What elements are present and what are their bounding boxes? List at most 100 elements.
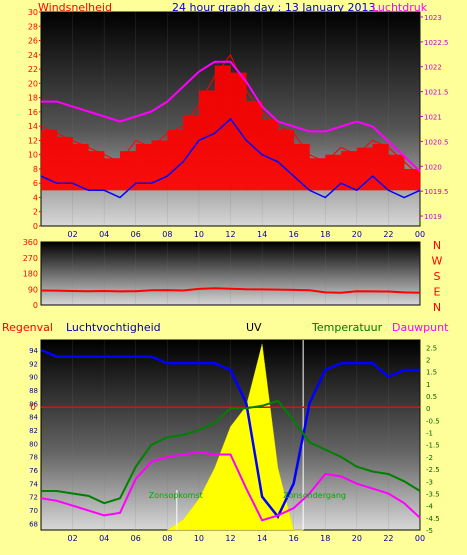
temperature-axis-tick: -0.5 xyxy=(426,417,440,425)
humidity-axis-tick: 82 xyxy=(29,427,38,435)
temperature-axis-tick: 0 xyxy=(426,405,430,413)
time-tick-label: 22 xyxy=(383,534,393,543)
humidity-axis-tick: 72 xyxy=(29,494,38,502)
direction-axis-tick: 90 xyxy=(28,285,38,294)
wind-speed-bar xyxy=(183,115,200,191)
humidity-axis-tick: 92 xyxy=(29,360,38,368)
time-tick-label: 10 xyxy=(194,230,204,239)
compass-label: N xyxy=(433,239,441,252)
time-tick-label: 02 xyxy=(67,534,77,543)
time-tick-label: 06 xyxy=(131,230,141,239)
time-tick-label: 00 xyxy=(415,230,425,239)
pressure-axis-tick: 1019 xyxy=(424,213,442,221)
wind-speed-bar xyxy=(104,158,121,191)
wind-axis-tick: 12 xyxy=(28,136,38,145)
temperature-axis-tick: -2.5 xyxy=(426,466,440,474)
wind-axis-tick: 10 xyxy=(28,151,38,160)
temperature-line xyxy=(41,399,421,505)
uv-area xyxy=(166,344,304,531)
direction-axis-tick: 0 xyxy=(33,301,38,310)
pressure-axis-tick: 1022.5 xyxy=(424,39,449,47)
pressure-axis-tick: 1019.5 xyxy=(424,188,449,196)
temperature-axis-tick: 1.5 xyxy=(426,369,437,377)
humidity-axis-tick: 78 xyxy=(29,454,38,462)
wind-speed-bar xyxy=(325,154,342,191)
pressure-axis-tick: 1023 xyxy=(424,14,442,22)
humidity-axis-tick: 80 xyxy=(29,440,38,448)
time-tick-label: 12 xyxy=(225,534,235,543)
wind-axis-tick: 28 xyxy=(28,22,38,31)
pressure-axis-tick: 1020.5 xyxy=(424,138,449,146)
temperature-axis-tick: -2 xyxy=(426,454,433,462)
humidity-axis-tick: 68 xyxy=(29,520,38,528)
wind-axis-tick: 16 xyxy=(28,108,38,117)
pressure-axis-tick: 1022 xyxy=(424,64,442,72)
wind-axis-tick: 24 xyxy=(28,51,38,60)
wind-speed-bar xyxy=(41,129,58,191)
wind-axis-tick: 14 xyxy=(28,122,38,131)
humidity-axis-tick: 86 xyxy=(29,400,38,408)
wind-speed-bar xyxy=(214,65,231,191)
wind-axis-tick: 30 xyxy=(28,8,38,17)
time-tick-label: 14 xyxy=(257,534,267,543)
time-tick-label: 16 xyxy=(289,534,299,543)
wind-speed-line xyxy=(40,53,421,177)
time-tick-label: 20 xyxy=(352,230,362,239)
wind-speed-bar xyxy=(72,143,89,191)
wind-axis-tick: 20 xyxy=(28,79,38,88)
time-tick-label: 20 xyxy=(352,534,362,543)
wind-speed-bar xyxy=(246,101,263,191)
rain-zero-label: 0 xyxy=(30,403,36,413)
wind-speed-bar xyxy=(262,119,279,191)
temperature-axis-tick: -4.5 xyxy=(426,515,440,523)
time-tick-label: 22 xyxy=(383,230,393,239)
humidity-axis-tick: 70 xyxy=(29,507,38,515)
gust-line xyxy=(40,117,421,199)
humidity-axis-tick: 94 xyxy=(29,347,38,355)
temperature-axis-tick: -1 xyxy=(426,430,433,438)
wind-speed-bar xyxy=(277,129,294,191)
wind-axis-tick: 4 xyxy=(33,193,38,202)
wind-speed-bar xyxy=(309,158,326,191)
direction-axis-tick: 180 xyxy=(23,270,38,279)
temperature-axis-tick: 0.5 xyxy=(426,393,437,401)
wind-speed-bar xyxy=(404,168,421,191)
pressure-axis-tick: 1021 xyxy=(424,114,442,122)
wind-speed-bar xyxy=(119,151,137,191)
temperature-axis-tick: 2.5 xyxy=(426,344,437,352)
temperature-axis-tick: -3.5 xyxy=(426,490,440,498)
compass-label: N xyxy=(433,301,441,314)
wind-speed-bar xyxy=(56,136,73,191)
temperature-axis-tick: 2 xyxy=(426,356,430,364)
humidity-label: Luchtvochtigheid xyxy=(66,321,161,334)
time-tick-label: 18 xyxy=(320,534,330,543)
time-tick-label: 04 xyxy=(99,534,109,543)
temperature-label: Temperatuur xyxy=(312,321,383,334)
compass-label: S xyxy=(434,270,441,283)
sunset-label: Zonsondergang xyxy=(283,491,346,500)
humidity-axis-tick: 90 xyxy=(29,374,38,382)
direction-axis-tick: 270 xyxy=(23,254,38,263)
temperature-axis-tick: -3 xyxy=(426,478,433,486)
pressure-axis-tick: 1020 xyxy=(424,163,442,171)
uv-label: UV xyxy=(246,321,262,334)
wind-axis-tick: 8 xyxy=(33,165,38,174)
sunrise-label: Zonsopkomst xyxy=(149,491,203,500)
wind-speed-label: Windsnelheid xyxy=(38,1,112,14)
wind-axis-tick: 2 xyxy=(33,208,38,217)
temperature-axis-tick: 1 xyxy=(426,381,430,389)
wind-axis-tick: 26 xyxy=(28,37,38,46)
wind-speed-bar xyxy=(88,151,105,191)
humidity-line xyxy=(40,348,420,520)
wind-axis-tick: 6 xyxy=(33,179,38,188)
time-tick-label: 00 xyxy=(415,534,425,543)
temperature-axis-tick: -4 xyxy=(426,503,434,511)
wind-axis-tick: 0 xyxy=(33,222,38,231)
wind-speed-bar xyxy=(167,129,184,191)
humidity-axis-tick: 76 xyxy=(29,467,38,475)
time-tick-label: 08 xyxy=(162,230,172,239)
temperature-axis-tick: -1.5 xyxy=(426,442,440,450)
compass-label: W xyxy=(432,255,443,268)
humidity-axis-tick: 84 xyxy=(29,414,38,422)
